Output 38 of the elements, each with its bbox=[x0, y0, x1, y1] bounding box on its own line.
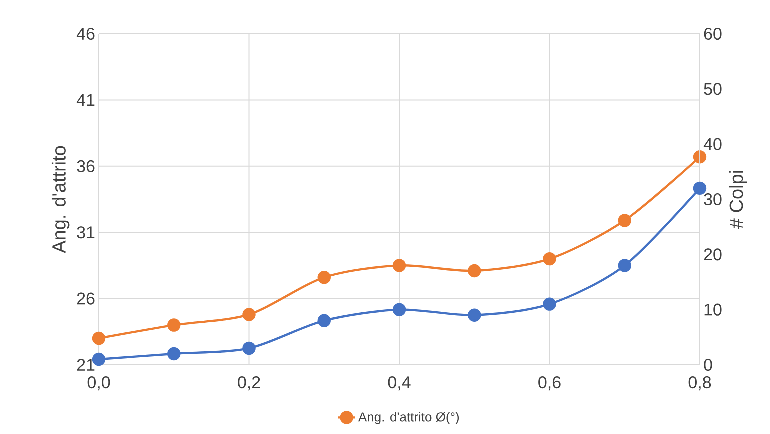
x-tick-label: 0,4 bbox=[388, 376, 411, 391]
point bbox=[543, 298, 556, 311]
y2-tick-label: 50 bbox=[704, 83, 722, 96]
point bbox=[242, 342, 256, 356]
y2-axis-title: # Colpi bbox=[729, 171, 748, 229]
y2-tick-label: 0 bbox=[704, 358, 712, 372]
point bbox=[318, 314, 331, 328]
y-tick-label: 46 bbox=[76, 28, 95, 40]
y-tick-label: 41 bbox=[76, 94, 95, 106]
point bbox=[618, 214, 632, 228]
point bbox=[242, 308, 256, 322]
x-tick-label: 0,2 bbox=[238, 376, 260, 391]
point bbox=[618, 259, 632, 272]
point bbox=[543, 252, 556, 266]
y-tick-label: 21 bbox=[77, 359, 95, 371]
point bbox=[392, 303, 406, 316]
y2-tick-label: 30 bbox=[704, 193, 722, 206]
point bbox=[318, 271, 331, 284]
point bbox=[693, 182, 707, 196]
y2-tick-label: 40 bbox=[704, 138, 722, 150]
point bbox=[468, 264, 482, 278]
legend-label: Ang. d'attrito Ø(°) bbox=[358, 412, 460, 424]
point bbox=[92, 332, 106, 346]
y2-tick-label: 20 bbox=[704, 248, 722, 261]
y-tick-label: 36 bbox=[77, 160, 95, 172]
point bbox=[392, 259, 406, 272]
y2-tick-label: 10 bbox=[704, 304, 722, 316]
x-tick-label: 0,6 bbox=[538, 376, 561, 391]
x-tick-label: 0,8 bbox=[688, 376, 712, 391]
point bbox=[693, 150, 707, 164]
point bbox=[168, 347, 181, 361]
x-tick-label: 0,0 bbox=[88, 376, 110, 391]
y2-tick-label: 60 bbox=[704, 28, 722, 40]
y-axis-title: Ang. d'attrito bbox=[52, 146, 70, 254]
y-tick-label: 31 bbox=[77, 226, 95, 239]
point bbox=[168, 318, 181, 332]
y-tick-label: 26 bbox=[77, 292, 95, 305]
point bbox=[468, 308, 482, 322]
